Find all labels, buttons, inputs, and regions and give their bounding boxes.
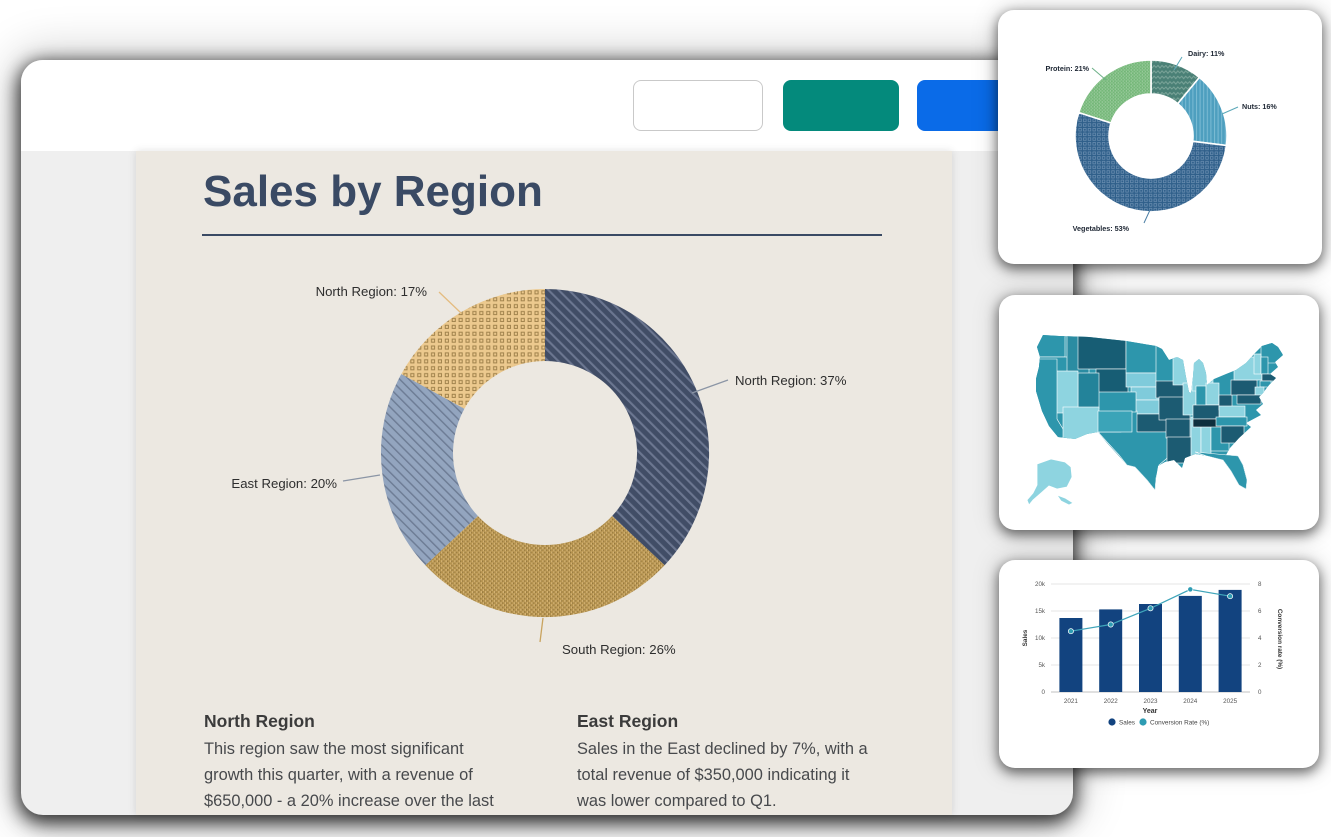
svg-text:Nuts: 16%: Nuts: 16% [1242, 102, 1277, 111]
svg-text:Sales: Sales [1119, 720, 1135, 727]
svg-text:2021: 2021 [1064, 698, 1079, 705]
svg-text:Sales: Sales [1022, 629, 1029, 646]
svg-text:2023: 2023 [1143, 698, 1158, 705]
svg-text:East Region: 20%: East Region: 20% [231, 476, 337, 491]
svg-text:Protein: 21%: Protein: 21% [1045, 64, 1089, 73]
svg-text:Conversion Rate (%): Conversion Rate (%) [1150, 720, 1209, 727]
svg-text:20k: 20k [1035, 581, 1046, 588]
svg-text:0: 0 [1042, 689, 1046, 696]
svg-text:North Region: 37%: North Region: 37% [735, 373, 847, 388]
svg-text:4: 4 [1258, 635, 1262, 642]
svg-text:8: 8 [1258, 581, 1262, 588]
svg-text:2: 2 [1258, 662, 1262, 669]
svg-text:5k: 5k [1038, 662, 1045, 669]
svg-text:North Region: 17%: North Region: 17% [316, 284, 428, 299]
svg-text:0: 0 [1258, 689, 1262, 696]
svg-text:Vegetables: 53%: Vegetables: 53% [1073, 224, 1130, 233]
svg-text:6: 6 [1258, 608, 1262, 615]
svg-text:Conversion rate (%): Conversion rate (%) [1276, 609, 1283, 669]
svg-text:South Region: 26%: South Region: 26% [562, 642, 676, 657]
svg-text:15k: 15k [1035, 608, 1046, 615]
svg-text:2022: 2022 [1104, 698, 1119, 705]
svg-text:2024: 2024 [1183, 698, 1198, 705]
svg-text:Dairy: 11%: Dairy: 11% [1188, 49, 1225, 58]
svg-text:10k: 10k [1035, 635, 1046, 642]
svg-text:2025: 2025 [1223, 698, 1238, 705]
svg-text:Year: Year [1143, 708, 1158, 715]
